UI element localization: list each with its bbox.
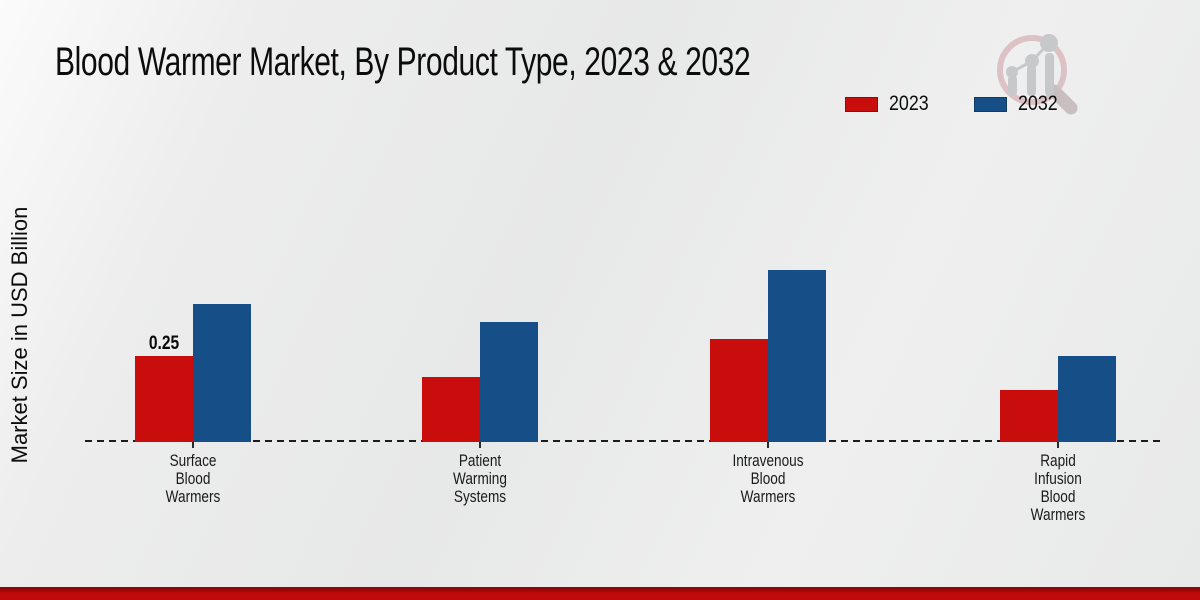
bar-2023-patient-warming-systems <box>422 377 480 442</box>
bar-2023-intravenous-blood-warmers <box>710 339 768 442</box>
x-axis-category-label: Intravenous Blood Warmers <box>732 451 804 506</box>
bar-2023-surface-blood-warmers <box>135 356 193 442</box>
bar-2032-patient-warming-systems <box>480 322 538 442</box>
chart-title: Blood Warmer Market, By Product Type, 20… <box>55 40 751 84</box>
legend-item-2032: 2032 <box>973 92 1065 116</box>
x-axis-line <box>85 440 1163 442</box>
legend-swatch-2032 <box>973 96 1007 112</box>
legend: 2023 2032 <box>845 92 1064 116</box>
x-axis-category-label: Surface Blood Warmers <box>165 451 221 506</box>
legend-swatch-2023 <box>845 96 878 112</box>
x-axis-category-label: Patient Warming Systems <box>453 451 507 506</box>
bar-2032-rapid-infusion-blood-warmers <box>1058 356 1116 442</box>
legend-label: 2032 <box>1017 92 1058 115</box>
legend-item-2023: 2023 <box>845 92 936 116</box>
bar-data-label: 0.25 <box>148 333 180 354</box>
bar-2032-intravenous-blood-warmers <box>768 270 826 442</box>
x-axis-tick <box>1057 442 1059 448</box>
legend-label: 2023 <box>889 92 929 115</box>
bar-2032-surface-blood-warmers <box>193 304 251 442</box>
footer-accent-bar <box>0 587 1200 600</box>
x-axis-tick <box>479 442 481 448</box>
brand-watermark-magnifier-icon <box>997 34 1078 115</box>
x-axis-tick <box>192 442 194 448</box>
x-axis-category-label: Rapid Infusion Blood Warmers <box>1030 451 1086 524</box>
x-axis-tick <box>767 442 769 448</box>
bar-2023-rapid-infusion-blood-warmers <box>1000 390 1058 442</box>
